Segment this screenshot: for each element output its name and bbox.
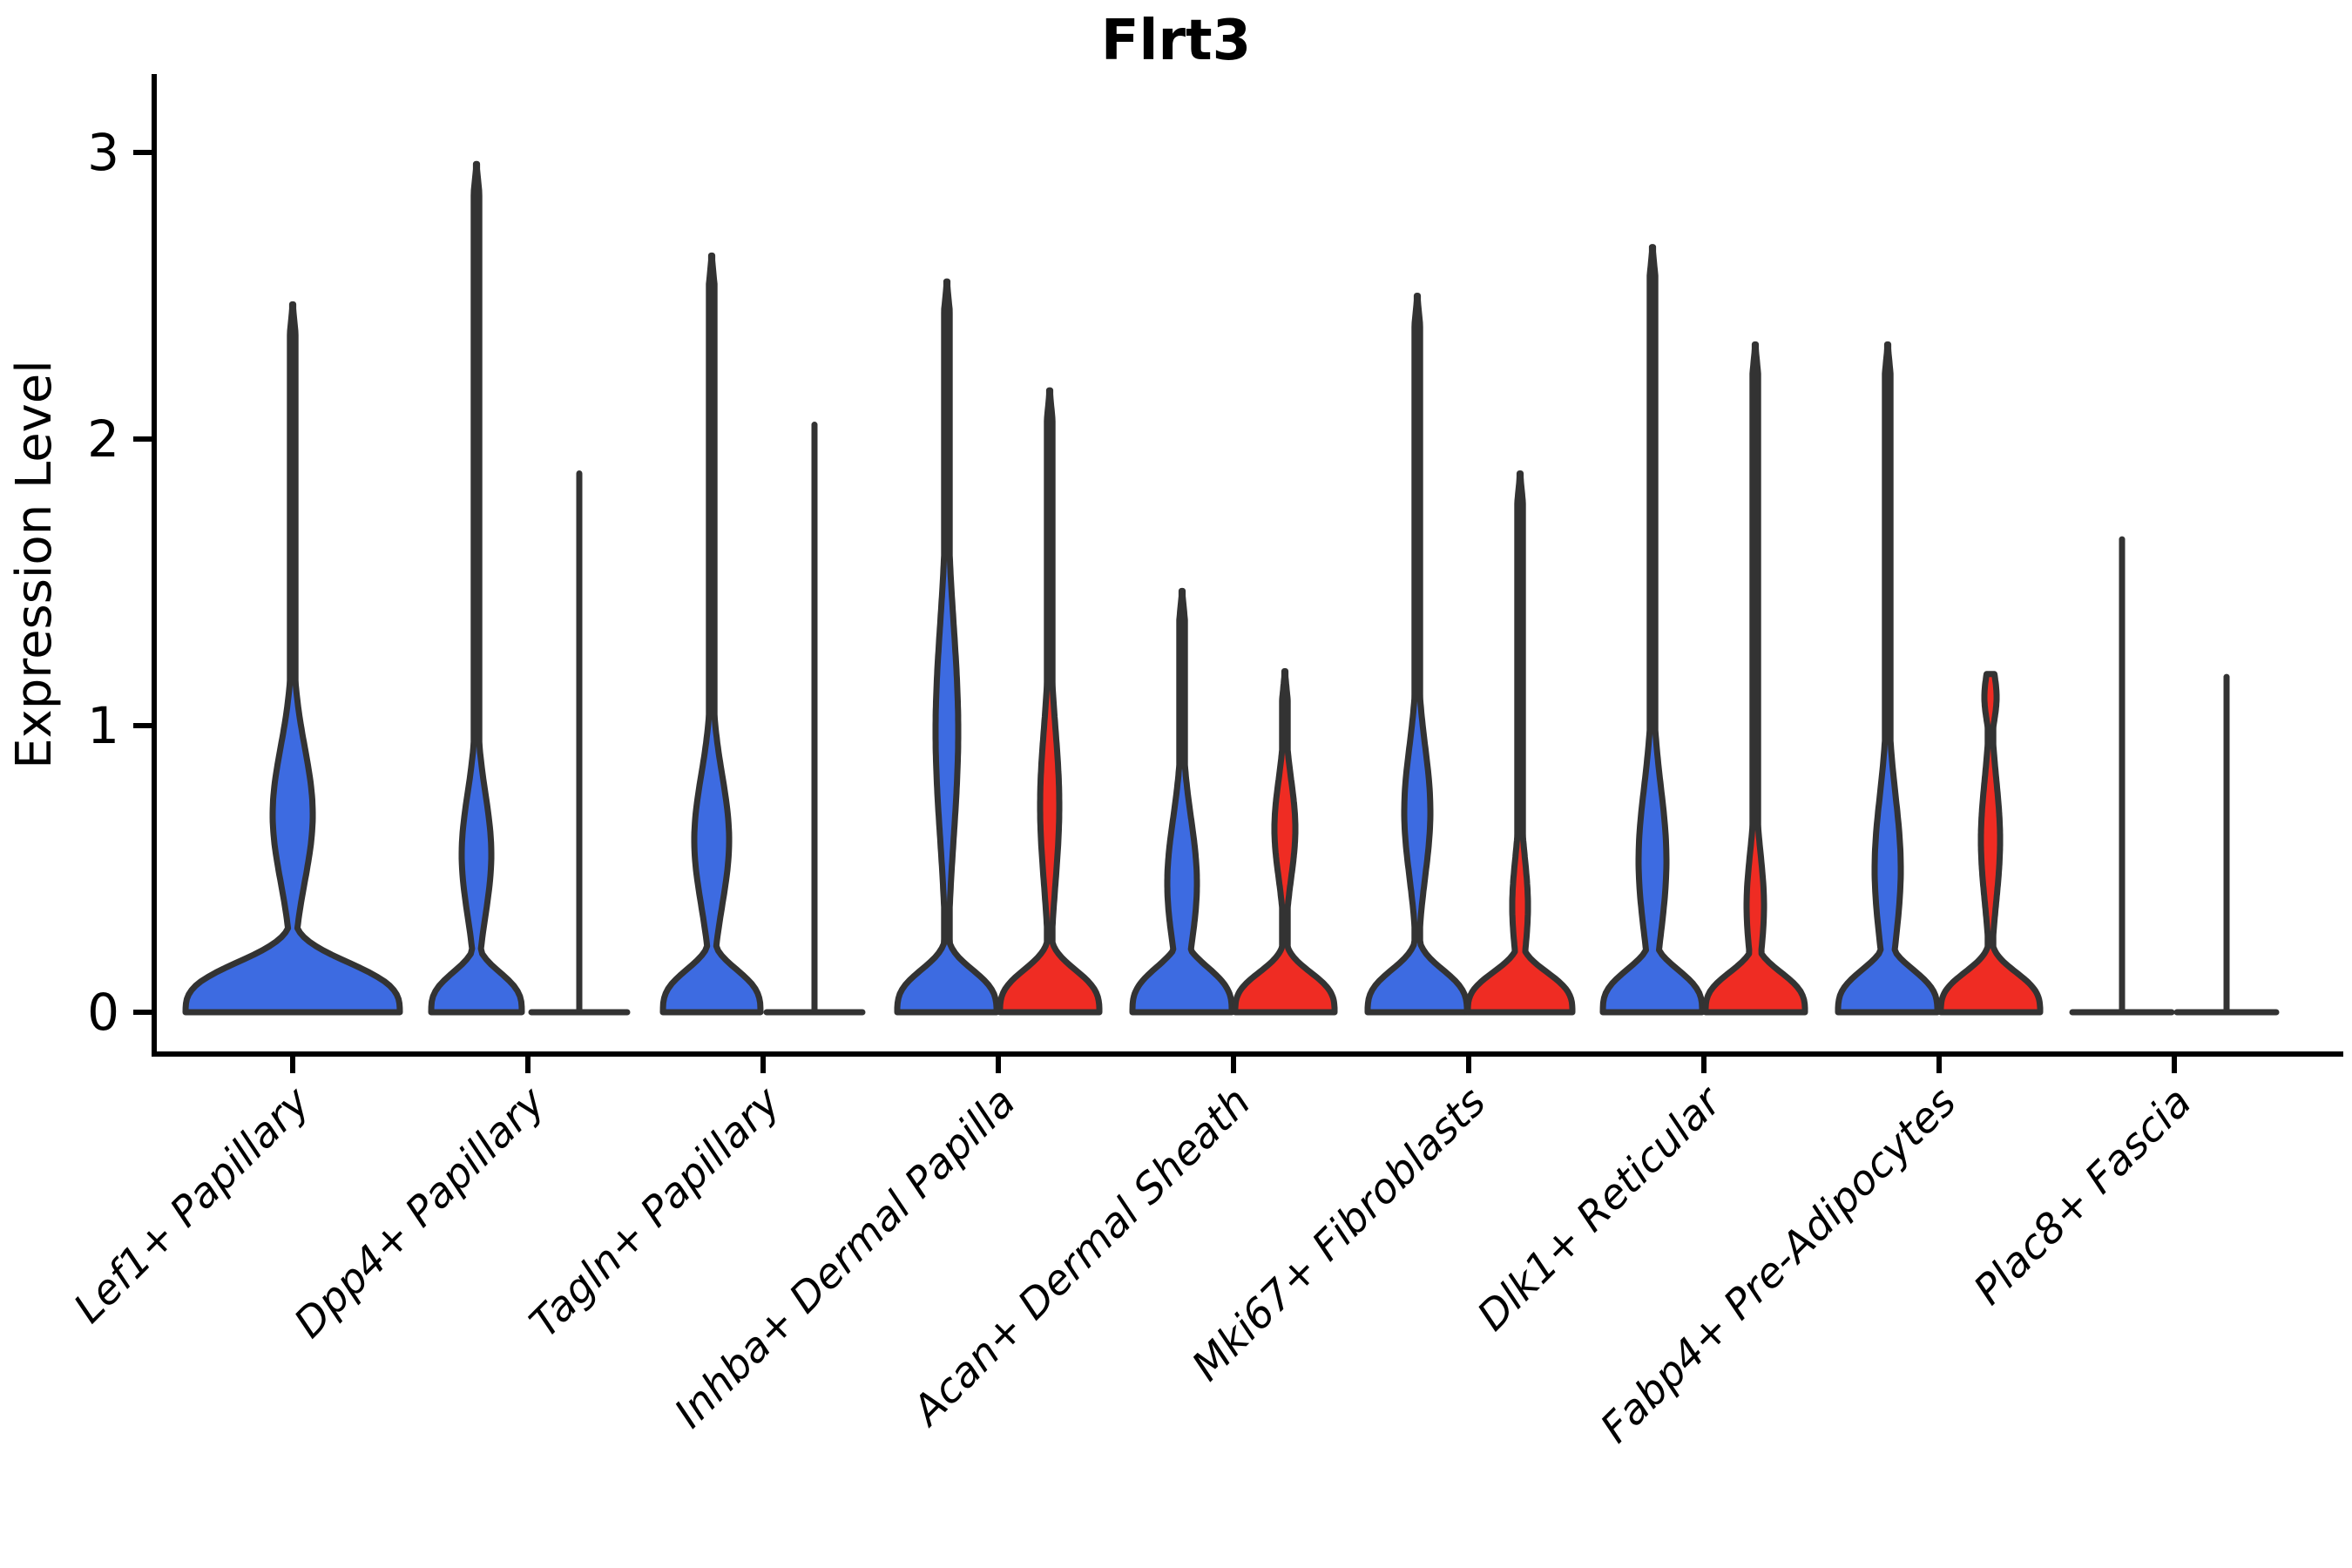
chart-title: Flrt3 [1101, 9, 1251, 73]
y-tick-label: 1 [87, 696, 119, 755]
y-axis-label: Expression Level [6, 360, 63, 769]
y-tick-label: 0 [87, 983, 119, 1042]
y-tick-label: 3 [87, 123, 119, 182]
violin-red [1232, 668, 1338, 1016]
violin-blue [659, 252, 764, 1016]
violin-red [1702, 341, 1808, 1016]
violin-blue [428, 160, 525, 1016]
violin-blue [1835, 341, 1941, 1016]
violin-blue [1129, 587, 1235, 1016]
violin-red [1464, 470, 1576, 1016]
violin-red [1937, 671, 2044, 1016]
violin-blue [1364, 293, 1470, 1016]
axes-layer [133, 74, 2343, 1073]
violin-blue [894, 278, 1000, 1016]
violin-blue [182, 301, 403, 1016]
violins-layer [182, 160, 2280, 1016]
y-tick-label: 2 [87, 409, 119, 469]
violin-red [997, 387, 1103, 1016]
violin-blue [1599, 244, 1706, 1016]
